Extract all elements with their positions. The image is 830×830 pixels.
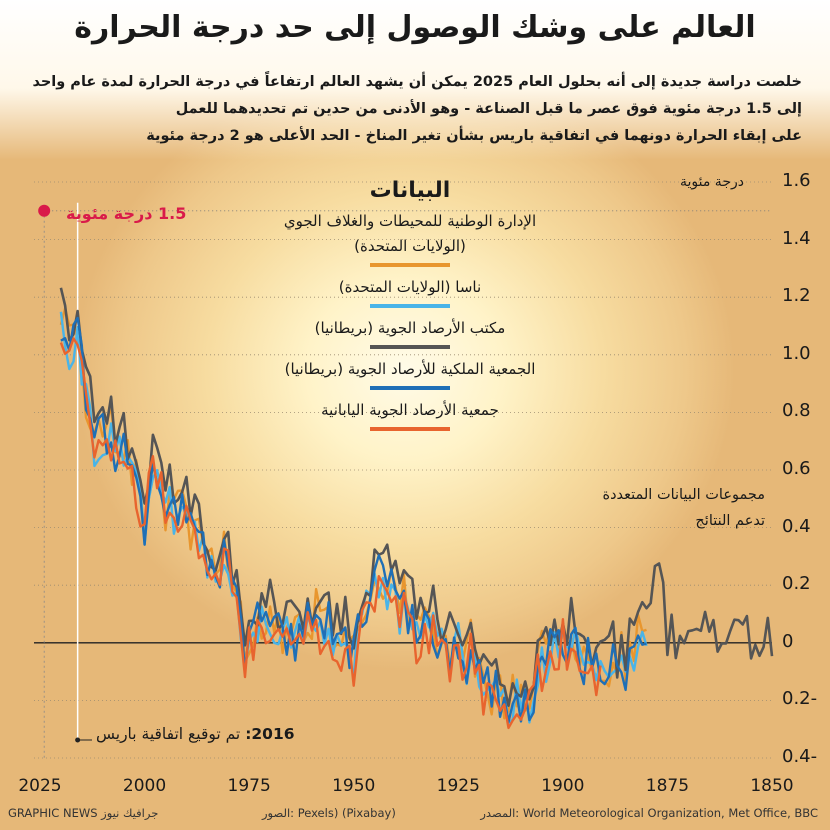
y-tick-label: 0.2- <box>782 688 818 710</box>
footer-photos: الصور: Pexels) (Pixabay) <box>262 806 396 820</box>
y-tick-label: 1.0 <box>782 342 811 364</box>
footer-credit: GRAPHIC NEWS جرافيك نيوز <box>8 806 159 820</box>
paris-text: تم توقيع اتفاقية باريس <box>96 725 241 743</box>
paris-annotation: 2016: تم توقيع اتفاقية باريس <box>96 725 295 743</box>
legend-label-sub: (الولايات المتحدة) <box>354 237 466 255</box>
y-tick-label: 0.6 <box>782 458 811 479</box>
page-title: العالم على وشك الوصول إلى حد درجة الحرار… <box>74 10 756 45</box>
subtitle-line-3: على إبقاء الحرارة دونهما في اتفاقية باري… <box>146 128 802 144</box>
y-tick-label: 0.8 <box>782 400 811 422</box>
y-tick-label: 1.4 <box>782 227 811 249</box>
y-tick-label: 0.2 <box>782 573 811 595</box>
legend-label: الإدارة الوطنية للمحيطات والغلاف الجوي <box>283 212 537 230</box>
y-tick-label: 1.6 <box>782 170 811 191</box>
legend-label: جمعية الأرصاد الجوية اليابانية <box>321 401 499 419</box>
legend-item: الجمعية الملكية للأرصاد الجوية (بريطانيا… <box>255 357 565 390</box>
x-tick-label: 1925 <box>436 776 480 796</box>
x-tick-label: 1900 <box>541 776 585 796</box>
y-axis-unit: درجة مئوية <box>680 174 744 190</box>
series-line-3 <box>59 287 774 707</box>
y-tick-label: 0 <box>782 630 794 652</box>
x-tick-label: 1850 <box>750 776 794 796</box>
datasets-note: مجموعات البيانات المتعددة تدعم النتائج <box>560 482 765 534</box>
x-tick-label: 2025 <box>18 776 62 796</box>
threshold-label: 1.5 درجة مئوية <box>66 204 187 223</box>
paris-year: 2016: <box>245 725 295 743</box>
legend-item: جمعية الأرصاد الجوية اليابانية <box>255 398 565 431</box>
legend: البيانات الإدارة الوطنية للمحيطات والغلا… <box>255 178 565 439</box>
legend-item: ناسا (الولايات المتحدة) <box>255 275 565 308</box>
legend-item: مكتب الأرصاد الجوية (بريطانيا) <box>255 316 565 349</box>
subtitle-line-1: خلصت دراسة جديدة إلى أنه بحلول العام 202… <box>32 74 802 90</box>
x-tick-label: 2000 <box>122 776 167 796</box>
legend-swatch <box>370 263 450 267</box>
legend-title: البيانات <box>369 178 451 203</box>
legend-swatch <box>370 427 450 431</box>
legend-swatch <box>370 386 450 390</box>
subtitle-line-2: إلى 1.5 درجة مئوية فوق عصر ما قبل الصناع… <box>175 101 802 117</box>
y-tick-label: 1.2 <box>782 285 811 307</box>
note-line-2: تدعم النتائج <box>695 513 765 529</box>
x-tick-label: 1875 <box>645 776 690 796</box>
paris-dot <box>75 737 81 743</box>
legend-label: الجمعية الملكية للأرصاد الجوية (بريطانيا… <box>284 360 536 378</box>
legend-item: الإدارة الوطنية للمحيطات والغلاف الجوي (ا… <box>255 209 565 267</box>
series-line-4 <box>60 316 647 724</box>
footer-source: المصدر: World Meteorological Organizatio… <box>480 806 818 820</box>
legend-label: مكتب الأرصاد الجوية (بريطانيا) <box>314 319 506 337</box>
x-tick-label: 1975 <box>227 776 271 796</box>
legend-swatch <box>370 304 450 308</box>
y-tick-label: 0.4 <box>782 515 811 537</box>
x-tick-label: 1950 <box>332 776 376 796</box>
legend-label: ناسا (الولايات المتحدة) <box>338 278 482 296</box>
note-line-1: مجموعات البيانات المتعددة <box>602 487 765 503</box>
header-band <box>0 0 830 160</box>
threshold-point <box>38 204 51 217</box>
y-tick-label: 0.4- <box>782 746 818 767</box>
series-line-5 <box>59 337 602 730</box>
legend-swatch <box>370 345 450 349</box>
